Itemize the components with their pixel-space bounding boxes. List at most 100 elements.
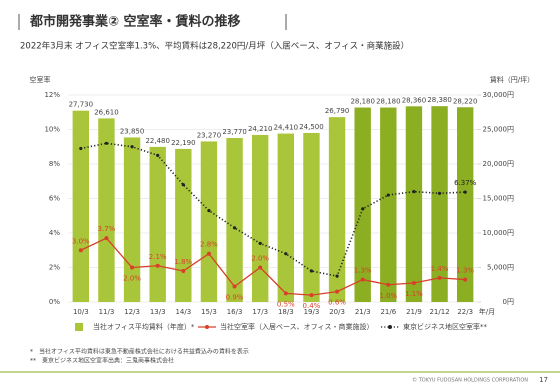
x-axis-label: 年/月: [479, 307, 495, 316]
point-label: 2.1%: [149, 253, 167, 261]
bar-label: 28,220: [453, 97, 478, 105]
point: [386, 193, 390, 197]
bar: [277, 133, 295, 302]
point: [79, 146, 83, 151]
bar: [175, 148, 192, 302]
bar-label: 24,500: [299, 123, 324, 131]
point: [232, 284, 237, 289]
x-tick-label: 21/3: [355, 308, 371, 316]
x-tick-label: 15/3: [201, 308, 217, 316]
bar-label: 22,480: [145, 137, 170, 145]
point: [309, 269, 314, 273]
note: ** 東京ビジネス地区空室率出典：三鬼商事株式会社: [30, 357, 174, 365]
x-tick-label: 13/3: [150, 308, 166, 316]
point: [78, 248, 83, 253]
bar: [328, 117, 346, 302]
bar-label: 24,210: [248, 125, 273, 133]
point: [463, 190, 467, 194]
point: [335, 289, 340, 294]
point-label: 1.0%: [379, 292, 397, 300]
y2-tick-label: 20,000円: [483, 160, 515, 168]
bar-label: 23,270: [197, 131, 222, 139]
bar-label: 26,790: [325, 107, 350, 115]
bar: [226, 137, 243, 302]
legend-swatch: [75, 323, 83, 331]
bar-label: 23,850: [120, 127, 145, 135]
y2-tick-label: 0円: [503, 298, 514, 306]
point: [309, 293, 314, 298]
legend-label: 東京ビジネス地区空室率**: [403, 322, 487, 331]
y-tick-label: 10%: [44, 126, 60, 134]
legend-label: 当社オフィス平均賃料（年度）*: [93, 322, 195, 331]
bar-label: 22,190: [171, 139, 196, 147]
point: [130, 145, 134, 149]
point-label: 1.8%: [174, 258, 192, 266]
dotted-line: [80, 142, 466, 278]
point-label: 1.1%: [405, 290, 423, 298]
x-tick-label: 18/3: [278, 308, 294, 316]
point: [360, 277, 365, 282]
bar-label: 28,180: [350, 98, 375, 106]
bar: [431, 106, 448, 302]
y-tick-label: 2%: [49, 264, 60, 272]
point-label: 1.3%: [354, 267, 372, 275]
point: [284, 252, 288, 256]
y2-tick-label: 5,000円: [487, 264, 514, 272]
point: [156, 153, 160, 157]
point: [437, 275, 442, 280]
bar: [456, 107, 474, 302]
x-tick-label: 21/12: [429, 308, 449, 316]
point-label: 3.0%: [72, 237, 90, 245]
x-tick-label: 20/3: [329, 308, 345, 316]
point-label: 2.0%: [251, 255, 269, 263]
point: [361, 207, 365, 211]
y-tick-label: 0%: [49, 298, 60, 306]
y-tick-label: 8%: [49, 160, 60, 168]
bar-label: 28,180: [376, 98, 401, 106]
legend-label: 当社空室率（入居ベース、オフィス・商業施設）: [220, 322, 374, 331]
point: [232, 226, 237, 230]
page-number: 17: [539, 376, 548, 384]
point: [386, 282, 391, 287]
point: [181, 183, 185, 187]
x-tick-label: 12/3: [124, 308, 140, 316]
bar: [200, 141, 218, 302]
bar: [354, 107, 371, 302]
x-tick-label: 17/3: [252, 308, 268, 316]
point-label: 3.7%: [98, 225, 116, 233]
y-tick-label: 12%: [44, 91, 60, 99]
point-label: 0.5%: [277, 300, 295, 308]
y2-tick-label: 30,000円: [483, 91, 515, 99]
point: [104, 236, 109, 241]
x-tick-label: 10/3: [73, 308, 89, 316]
legend-dot: [205, 325, 209, 329]
y-axis-label: 空室率: [30, 75, 51, 84]
point: [104, 141, 109, 145]
title: 都市開発事業② 空室率・賃料の推移: [29, 14, 241, 30]
point-label: 2.0%: [123, 275, 141, 283]
y2-tick-label: 10,000円: [483, 229, 515, 237]
y2-axis-label: 賃料（円/坪）: [490, 75, 534, 84]
x-tick-label: 19/3: [304, 308, 320, 316]
x-tick-label: 21/9: [406, 308, 422, 316]
x-tick-label: 22/3: [457, 308, 473, 316]
bar: [72, 110, 90, 303]
line: [80, 237, 466, 296]
point-label: 2.8%: [200, 241, 218, 249]
point-label: 0.9%: [226, 293, 244, 301]
bar-label: 28,360: [402, 96, 427, 104]
point: [283, 291, 288, 296]
point-label: 6.37%: [454, 179, 477, 187]
point: [206, 251, 211, 256]
point: [258, 241, 262, 245]
bar: [405, 106, 423, 302]
point: [412, 190, 416, 194]
bar: [123, 137, 141, 302]
bar-label: 28,380: [427, 96, 452, 104]
point: [155, 263, 160, 268]
point: [258, 265, 263, 270]
bar: [303, 132, 320, 302]
point: [207, 208, 211, 213]
y-tick-label: 6%: [49, 195, 60, 203]
